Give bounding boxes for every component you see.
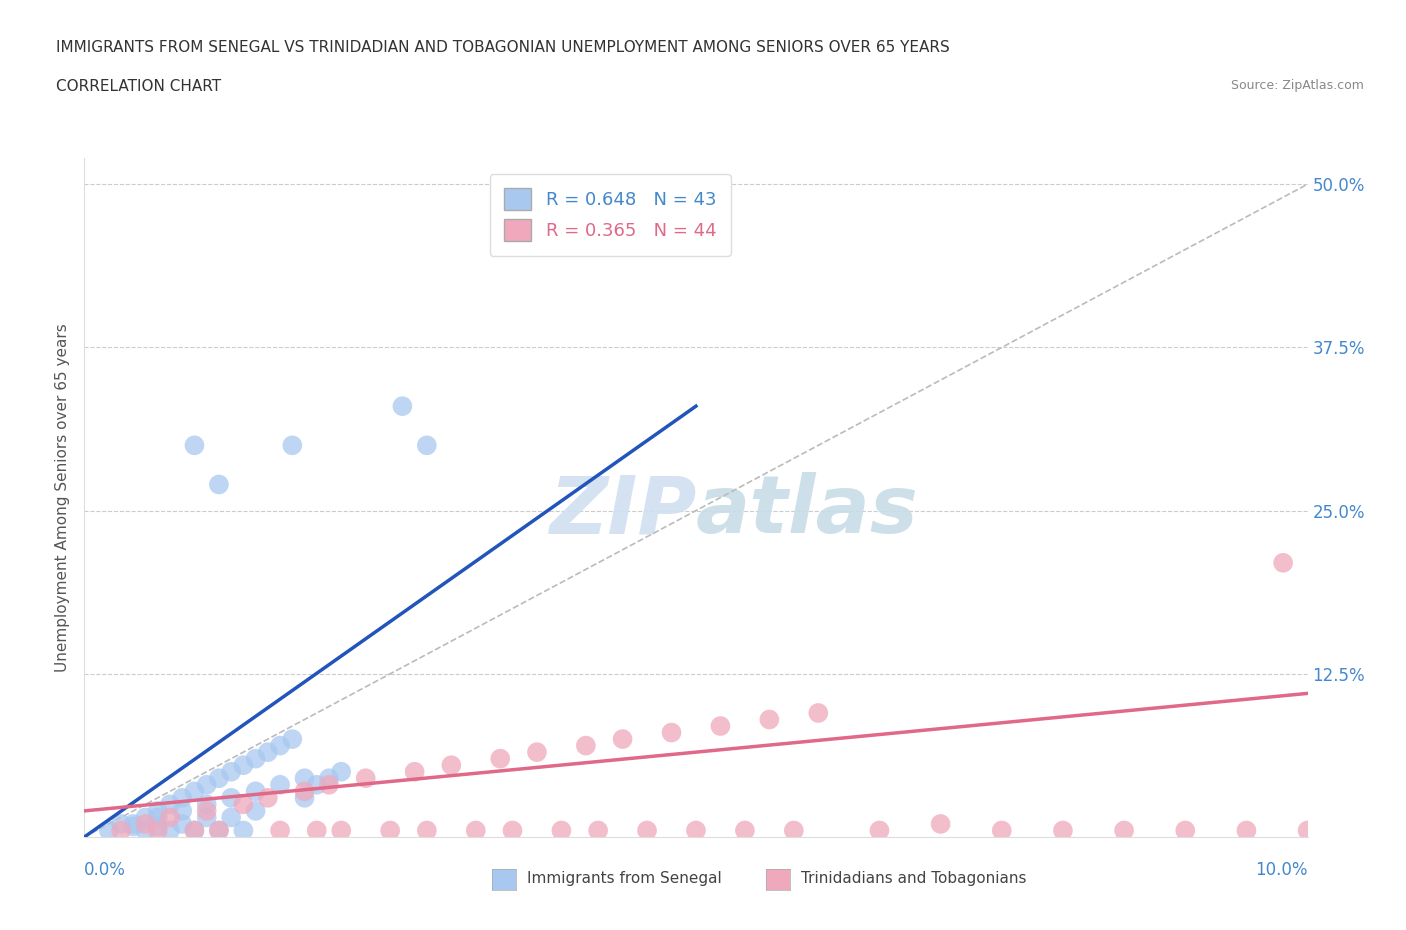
- Text: Source: ZipAtlas.com: Source: ZipAtlas.com: [1230, 79, 1364, 92]
- Text: Immigrants from Senegal: Immigrants from Senegal: [527, 871, 723, 886]
- Point: [294, 784, 316, 799]
- Point: [269, 738, 291, 753]
- Point: [526, 745, 548, 760]
- Point: [1174, 823, 1197, 838]
- Point: [110, 817, 132, 831]
- Point: [440, 758, 463, 773]
- Point: [245, 784, 267, 799]
- Point: [172, 804, 194, 818]
- Point: [330, 764, 353, 779]
- Point: [305, 777, 328, 792]
- Point: [208, 771, 231, 786]
- Point: [159, 823, 181, 838]
- Point: [281, 438, 304, 453]
- Point: [758, 712, 780, 727]
- Point: [869, 823, 891, 838]
- Point: [612, 732, 634, 747]
- Point: [159, 797, 181, 812]
- Point: [783, 823, 806, 838]
- Point: [1052, 823, 1074, 838]
- Text: atlas: atlas: [696, 472, 918, 551]
- Point: [195, 777, 218, 792]
- Point: [172, 790, 194, 805]
- Point: [1234, 823, 1257, 838]
- Text: ZIP: ZIP: [548, 472, 696, 551]
- Point: [807, 706, 830, 721]
- Text: Trinidadians and Tobagonians: Trinidadians and Tobagonians: [801, 871, 1026, 886]
- Point: [110, 823, 132, 838]
- Point: [464, 823, 486, 838]
- Point: [318, 777, 340, 792]
- Point: [294, 790, 316, 805]
- Point: [232, 758, 254, 773]
- Point: [122, 817, 145, 831]
- Point: [575, 738, 598, 753]
- Point: [1114, 823, 1136, 838]
- Point: [257, 745, 280, 760]
- Point: [1296, 823, 1319, 838]
- Point: [245, 751, 267, 766]
- Point: [734, 823, 756, 838]
- Point: [550, 823, 572, 838]
- Point: [685, 823, 707, 838]
- Point: [172, 817, 194, 831]
- Point: [183, 823, 205, 838]
- Point: [269, 823, 291, 838]
- Point: [269, 777, 291, 792]
- Point: [183, 784, 205, 799]
- Point: [929, 817, 952, 831]
- Point: [636, 823, 658, 838]
- Point: [586, 823, 609, 838]
- Point: [709, 719, 731, 734]
- Point: [219, 790, 242, 805]
- Point: [195, 797, 218, 812]
- Point: [232, 797, 254, 812]
- Point: [416, 438, 439, 453]
- Point: [183, 823, 205, 838]
- Point: [257, 790, 280, 805]
- Point: [146, 823, 169, 838]
- Point: [330, 823, 353, 838]
- Legend: R = 0.648   N = 43, R = 0.365   N = 44: R = 0.648 N = 43, R = 0.365 N = 44: [489, 174, 731, 256]
- Y-axis label: Unemployment Among Seniors over 65 years: Unemployment Among Seniors over 65 years: [55, 324, 70, 671]
- Point: [219, 810, 242, 825]
- Point: [991, 823, 1014, 838]
- Point: [146, 810, 169, 825]
- Text: CORRELATION CHART: CORRELATION CHART: [56, 79, 221, 94]
- Point: [354, 771, 377, 786]
- Point: [122, 819, 145, 834]
- Point: [146, 819, 169, 834]
- Point: [135, 817, 157, 831]
- Point: [305, 823, 328, 838]
- Point: [208, 823, 231, 838]
- Point: [404, 764, 426, 779]
- Point: [318, 771, 340, 786]
- Point: [502, 823, 524, 838]
- Point: [1272, 555, 1295, 570]
- Point: [208, 477, 231, 492]
- Text: 10.0%: 10.0%: [1256, 860, 1308, 879]
- Point: [489, 751, 512, 766]
- Point: [183, 438, 205, 453]
- Point: [294, 771, 316, 786]
- Point: [416, 823, 439, 838]
- Point: [97, 823, 120, 838]
- Point: [245, 804, 267, 818]
- Point: [380, 823, 402, 838]
- Point: [219, 764, 242, 779]
- Point: [159, 810, 181, 825]
- Point: [135, 823, 157, 838]
- Point: [391, 399, 413, 414]
- Point: [135, 810, 157, 825]
- Text: IMMIGRANTS FROM SENEGAL VS TRINIDADIAN AND TOBAGONIAN UNEMPLOYMENT AMONG SENIORS: IMMIGRANTS FROM SENEGAL VS TRINIDADIAN A…: [56, 40, 950, 55]
- Point: [232, 823, 254, 838]
- Point: [661, 725, 683, 740]
- Point: [195, 810, 218, 825]
- Point: [146, 804, 169, 818]
- Text: 0.0%: 0.0%: [84, 860, 127, 879]
- Point: [281, 732, 304, 747]
- Point: [195, 804, 218, 818]
- Point: [208, 823, 231, 838]
